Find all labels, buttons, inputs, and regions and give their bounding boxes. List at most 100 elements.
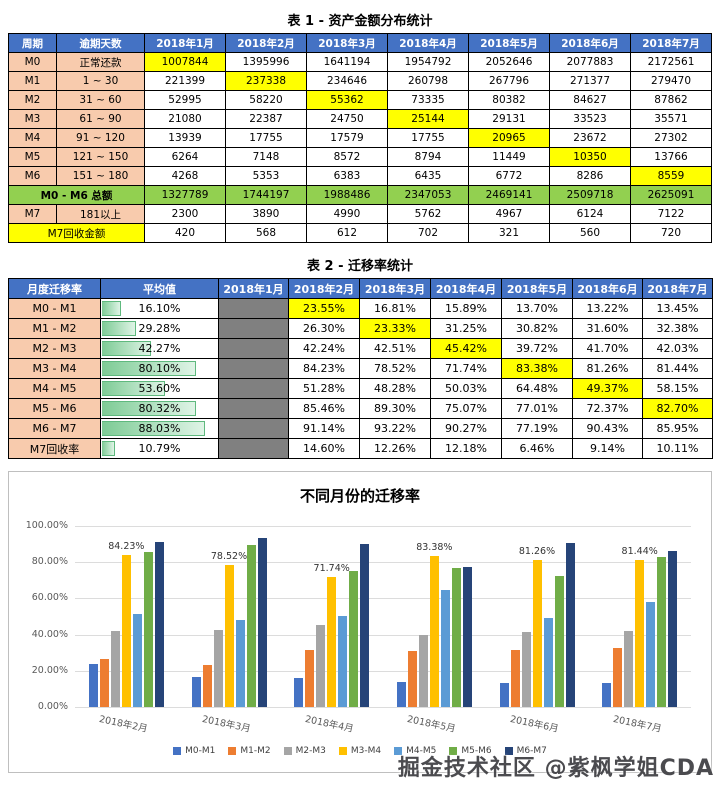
legend-label: M4-M5 <box>406 746 437 756</box>
chart-x-axis: 2018年2月 2018年3月 2018年4月 2018年5月 2018年6月 2018年… <box>75 710 691 746</box>
data-label: 71.74% <box>313 563 350 575</box>
value-cell: 8559 <box>630 166 712 186</box>
rate-value-cell: 64.48% <box>501 378 573 399</box>
rate-value-cell: 42.51% <box>359 338 431 359</box>
table-row: M3 - M4 80.10% 84.23% 78.52% 71.74% 83.38% 81.… <box>8 358 713 379</box>
rate-value-cell: 90.43% <box>572 418 643 439</box>
legend-item: M6-M7 <box>504 746 547 756</box>
empty-cell <box>218 378 289 399</box>
chart-bar <box>565 543 575 707</box>
chart-bar <box>338 616 348 707</box>
column-header: 2018年2月 <box>288 278 360 299</box>
x-axis-label: 2018年3月 <box>201 713 252 735</box>
average-cell: 88.03% <box>100 418 219 439</box>
overdue-days-cell: 121 ~ 150 <box>56 147 145 167</box>
value-cell: 6124 <box>549 204 631 224</box>
period-cell: M7 <box>8 204 57 224</box>
rate-value-cell: 82.70% <box>642 398 713 419</box>
average-cell: 29.28% <box>100 318 219 339</box>
legend-item: M0-M1 <box>173 746 215 756</box>
rate-value-cell: 81.26% <box>572 358 643 379</box>
chart-bar <box>440 590 450 707</box>
legend-swatch-icon <box>173 747 182 755</box>
empty-cell <box>218 298 289 319</box>
value-cell: 2077883 <box>549 52 631 72</box>
rate-value-cell: 6.46% <box>501 438 573 459</box>
average-data-bar <box>102 421 205 436</box>
x-axis-label: 2018年4月 <box>303 713 355 735</box>
column-header: 周期 <box>8 33 57 53</box>
average-cell: 16.10% <box>100 298 219 319</box>
table-row: M6 151 ~ 180 4268 5353 6383 6435 6772 8286 8559 <box>8 166 712 186</box>
value-cell: 420 <box>144 223 226 243</box>
value-cell: 237338 <box>225 71 307 91</box>
table-row: M0 - M1 16.10% 23.55% 16.81% 15.89% 13.70% 13.… <box>8 298 713 319</box>
data-label: 81.26% <box>518 545 556 557</box>
chart-bar <box>407 651 417 707</box>
table1-title: 表 1 - 资产金额分布统计 <box>287 14 433 29</box>
rate-value-cell: 23.55% <box>288 298 360 319</box>
total-value-cell: 2509718 <box>549 185 631 205</box>
value-cell: 1007844 <box>144 52 226 72</box>
gridline <box>75 598 691 600</box>
empty-cell <box>218 358 289 379</box>
table1-header-row: 周期 逾期天数 2018年1月 2018年2月 2018年3月 2018年4月 2018年5… <box>8 33 712 53</box>
rate-value-cell: 78.52% <box>359 358 431 379</box>
table-row: M5 121 ~ 150 6264 7148 8572 8794 11449 10350 137… <box>8 147 712 167</box>
average-data-bar <box>102 381 165 396</box>
value-cell: 55362 <box>306 90 388 110</box>
value-cell: 23672 <box>549 128 631 148</box>
average-data-bar <box>102 401 196 416</box>
period-cell: M2 <box>8 90 57 110</box>
chart-bar <box>462 567 472 707</box>
average-data-bar <box>102 341 152 356</box>
legend-swatch-icon <box>338 747 347 755</box>
average-value: 80.32% <box>138 402 181 415</box>
column-header: 2018年2月 <box>225 33 307 53</box>
average-value: 16.10% <box>138 302 181 315</box>
value-cell: 560 <box>549 223 631 243</box>
report-page: 表 1 - 资产金额分布统计 周期 逾期天数 2018年1月 2018年2月 2018年… <box>8 14 713 781</box>
value-cell: 2172561 <box>630 52 712 72</box>
value-cell: 4268 <box>144 166 226 186</box>
value-cell: 4990 <box>306 204 388 224</box>
overdue-days-cell: 181以上 <box>56 204 145 224</box>
legend-item: M2-M3 <box>283 746 326 756</box>
value-cell: 84627 <box>549 90 631 110</box>
legend-label: M2-M3 <box>295 746 326 756</box>
rate-label-cell: M4 - M5 <box>8 378 101 399</box>
rate-value-cell: 58.15% <box>642 378 713 399</box>
table-row: M0 正常还款 1007844 1395996 1641194 1954792 205264… <box>8 52 712 72</box>
rate-value-cell: 85.95% <box>642 418 713 439</box>
value-cell: 22387 <box>225 109 307 129</box>
value-cell: 7148 <box>225 147 307 167</box>
rate-value-cell: 49.37% <box>572 378 643 399</box>
rate-value-cell: 9.14% <box>572 438 643 459</box>
rate-value-cell: 12.18% <box>430 438 502 459</box>
table-row: M7回收率 10.79% 14.60% 12.26% 12.18% 6.46% 9.14% 1… <box>8 438 713 459</box>
rate-value-cell: 16.81% <box>359 298 431 319</box>
table-row: M1 - M2 29.28% 26.30% 23.33% 31.25% 30.82% 31.… <box>8 318 713 339</box>
rate-value-cell: 32.38% <box>642 318 713 339</box>
total-value-cell: 1744197 <box>225 185 307 205</box>
value-cell: 702 <box>387 223 469 243</box>
column-header: 2018年4月 <box>430 278 502 299</box>
y-axis-label: 80.00% <box>31 556 68 568</box>
legend-label: M0-M1 <box>185 746 216 756</box>
chart-bar <box>191 676 201 707</box>
chart-bar <box>235 619 245 707</box>
legend-item: M5-M6 <box>449 746 492 756</box>
value-cell: 33523 <box>549 109 631 129</box>
chart-bar <box>396 682 406 707</box>
column-header: 2018年4月 <box>387 33 469 53</box>
chart-bar <box>154 542 164 707</box>
rate-value-cell: 39.72% <box>501 338 573 359</box>
value-cell: 52995 <box>144 90 226 110</box>
rate-value-cell: 89.30% <box>359 398 431 419</box>
rate-value-cell: 91.14% <box>288 418 360 439</box>
value-cell: 5762 <box>387 204 469 224</box>
rate-label-cell: M1 - M2 <box>8 318 101 339</box>
rate-value-cell: 48.28% <box>359 378 431 399</box>
legend-swatch-icon <box>449 747 458 755</box>
average-cell: 53.60% <box>100 378 219 399</box>
